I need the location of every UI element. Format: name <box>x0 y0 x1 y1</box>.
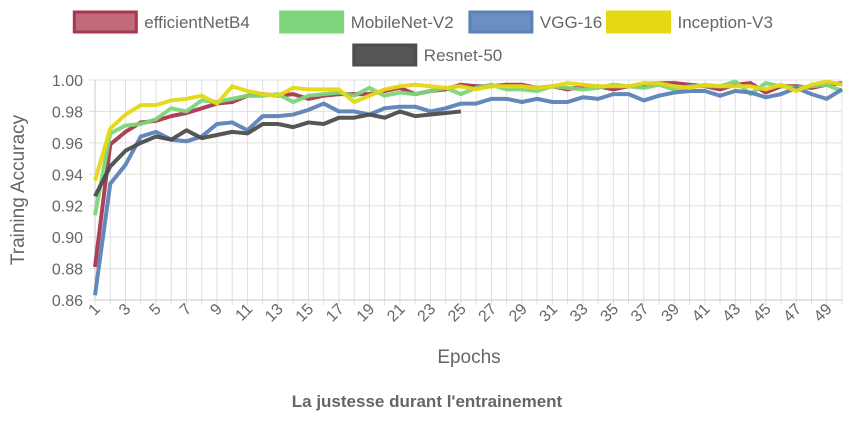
legend-label: MobileNet-V2 <box>351 13 454 32</box>
y-tick-label: 0.98 <box>52 104 83 121</box>
x-tick-label: 19 <box>354 301 379 326</box>
y-axis-title: Training Accuracy <box>8 114 29 265</box>
x-tick-label: 13 <box>262 301 287 326</box>
legend-item-efficientnetb4[interactable]: efficientNetB4 <box>72 10 250 34</box>
legend-label: Inception-V3 <box>678 13 773 32</box>
legend-swatch <box>352 43 418 67</box>
y-tick-label: 0.94 <box>52 167 83 184</box>
x-tick-label: 15 <box>293 301 318 326</box>
series-line-resnet-50 <box>93 109 462 198</box>
x-tick-label: 39 <box>659 301 684 326</box>
x-tick-label: 47 <box>780 301 805 326</box>
y-tick-label: 0.96 <box>52 136 83 153</box>
legend-label: efficientNetB4 <box>144 13 250 32</box>
x-tick-label: 33 <box>567 301 592 326</box>
x-tick-label: 25 <box>445 301 470 326</box>
legend-swatch <box>606 10 671 34</box>
legend-swatch <box>468 10 534 34</box>
x-tick-label: 11 <box>233 301 257 325</box>
x-tick-label: 45 <box>750 301 775 326</box>
y-tick-label: 0.92 <box>52 199 83 216</box>
legend-item-mobilenet-v2[interactable]: MobileNet-V2 <box>279 10 454 34</box>
chart-title: La justesse durant l'entrainement <box>292 392 563 411</box>
x-tick-label: 23 <box>415 301 440 326</box>
y-tick-label: 0.90 <box>52 230 83 247</box>
series-line-inception-v3 <box>93 79 843 182</box>
y-tick-label: 0.88 <box>52 262 83 279</box>
x-tick-label: 43 <box>720 301 745 326</box>
legend: efficientNetB4 MobileNet-V2 VGG-16 Inceptio… <box>72 10 773 67</box>
legend-swatch <box>72 10 138 34</box>
legend-label: Resnet-50 <box>424 46 502 65</box>
x-tick-label: 31 <box>537 301 562 326</box>
legend-swatch <box>279 10 345 34</box>
series-lines <box>93 79 844 296</box>
y-tick-label: 0.86 <box>52 293 83 310</box>
x-tick-label: 29 <box>506 301 531 326</box>
x-tick-label: 21 <box>384 301 409 326</box>
legend-item-vgg-16[interactable]: VGG-16 <box>468 10 602 34</box>
x-tick-label: 27 <box>476 301 501 326</box>
legend-label: VGG-16 <box>540 13 602 32</box>
grid <box>89 79 843 305</box>
x-axis-title: Epochs <box>437 347 500 368</box>
x-tick-label: 17 <box>323 301 348 326</box>
y-axis-ticks: 0.86 0.88 0.90 0.92 0.94 0.96 0.98 1.00 <box>52 73 83 310</box>
x-tick-label: 41 <box>689 301 714 326</box>
legend-item-resnet-50[interactable]: Resnet-50 <box>352 43 502 67</box>
x-tick-label: 35 <box>598 301 623 326</box>
y-tick-label: 1.00 <box>52 73 83 90</box>
legend-item-inception-v3[interactable]: Inception-V3 <box>606 10 773 34</box>
x-axis-ticks: 1 3 5 7 9 11 13 15 17 19 21 23 25 27 29 31 33 35 37 39 41 43 4… <box>86 301 836 326</box>
x-tick-label: 49 <box>811 301 836 326</box>
x-tick-label: 37 <box>628 301 653 326</box>
series-line-vgg-16 <box>93 85 844 296</box>
series-line-efficientnetb4 <box>93 81 843 268</box>
